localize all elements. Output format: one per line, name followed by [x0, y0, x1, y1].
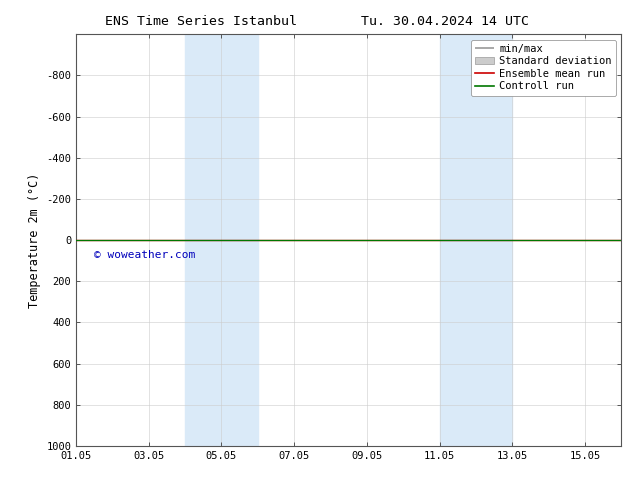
Text: © woweather.com: © woweather.com: [94, 250, 195, 260]
Y-axis label: Temperature 2m (°C): Temperature 2m (°C): [28, 172, 41, 308]
Legend: min/max, Standard deviation, Ensemble mean run, Controll run: min/max, Standard deviation, Ensemble me…: [471, 40, 616, 96]
Bar: [439, 34, 512, 446]
Bar: [185, 34, 258, 446]
Text: ENS Time Series Istanbul        Tu. 30.04.2024 14 UTC: ENS Time Series Istanbul Tu. 30.04.2024 …: [105, 15, 529, 28]
